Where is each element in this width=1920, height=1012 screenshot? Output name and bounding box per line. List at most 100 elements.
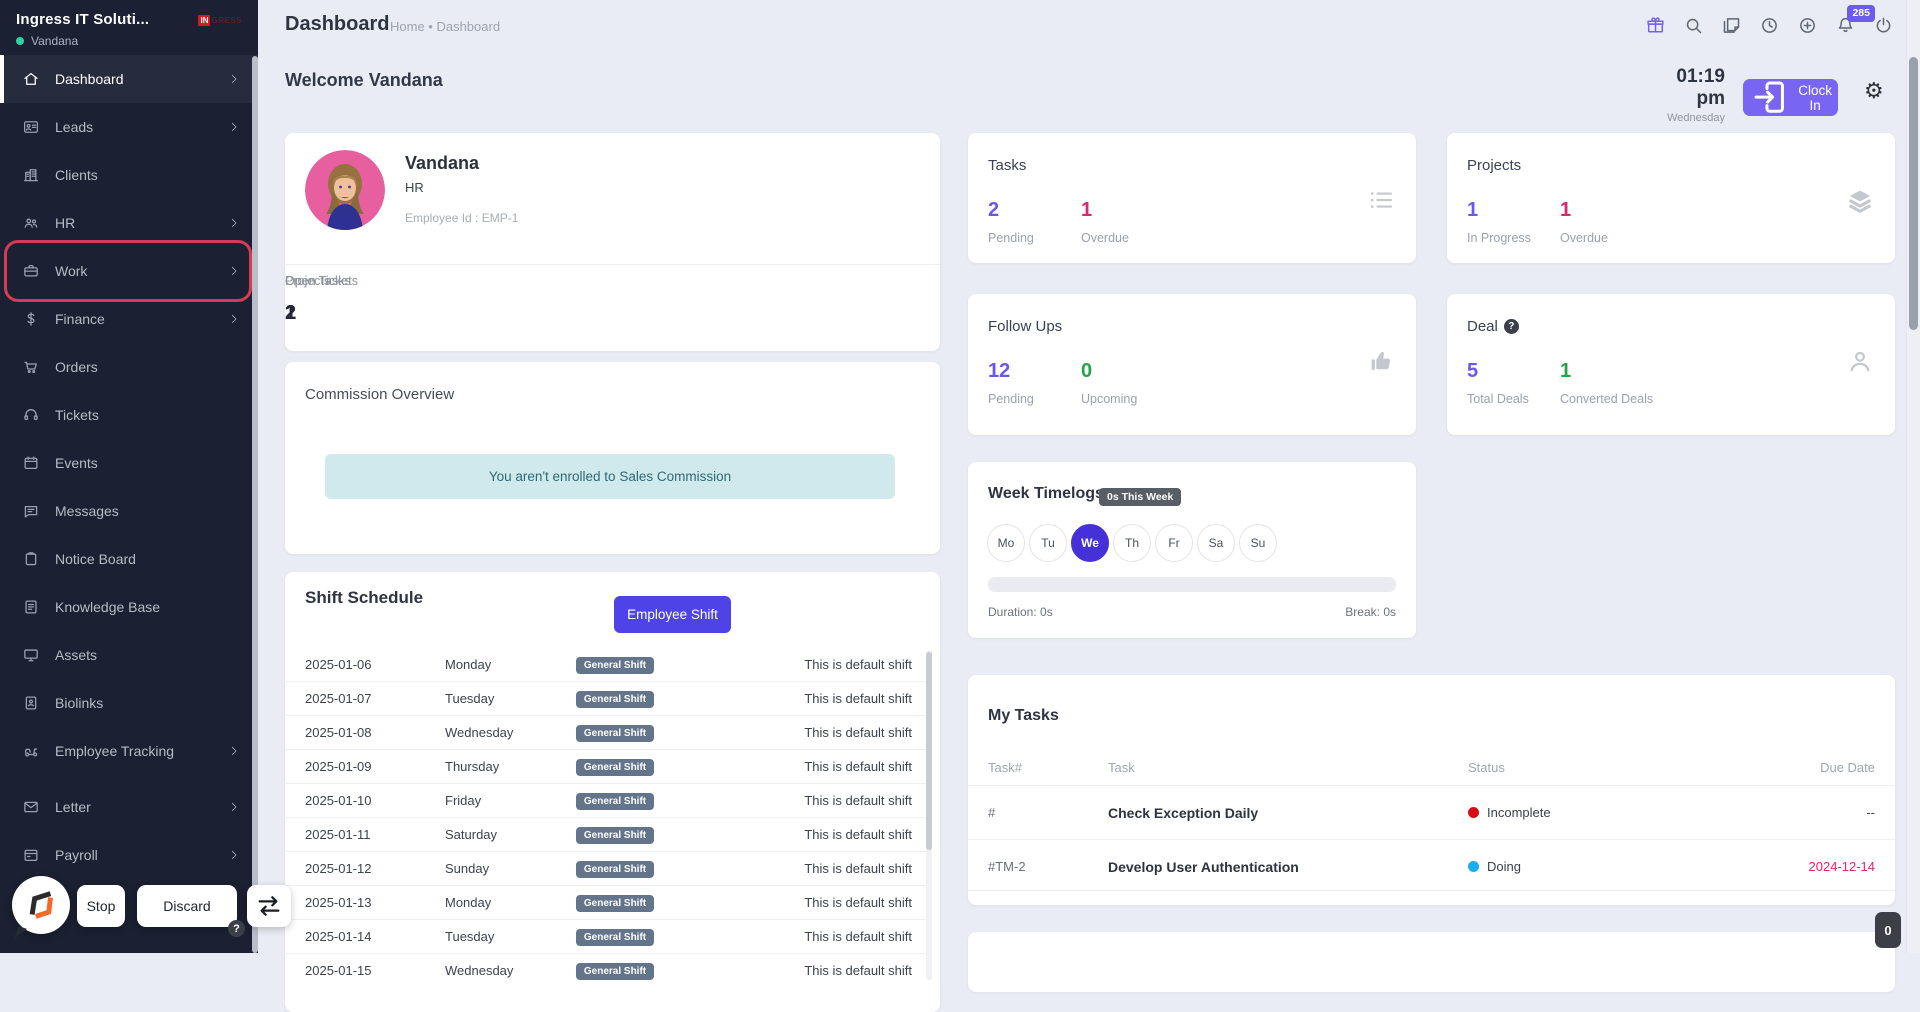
help-badge[interactable]: ? xyxy=(228,920,245,937)
sidebar-item[interactable]: Tickets xyxy=(0,391,258,439)
person-icon xyxy=(1845,346,1875,376)
deal-stat-card: Deal? 5 Total Deals 1 Converted Deals xyxy=(1447,294,1895,435)
stop-button[interactable]: Stop xyxy=(77,885,125,927)
profile-card: Vandana HR Employee Id : EMP-1 Open Task… xyxy=(285,133,940,351)
task-row[interactable]: # Check Exception Daily Incomplete -- xyxy=(968,785,1895,839)
week-timelogs-card: Week Timelogs 0s This Week Mo Tu We Th F… xyxy=(968,462,1416,638)
shift-badge: General Shift xyxy=(576,861,654,878)
power-icon[interactable] xyxy=(1873,15,1894,36)
counter-badge: 0 xyxy=(1875,912,1901,948)
shift-row: 2025-01-11 Saturday General Shift This i… xyxy=(285,817,926,851)
cursor-icon xyxy=(14,926,31,943)
sidebar-item[interactable]: Events xyxy=(0,439,258,487)
login-icon xyxy=(1749,76,1791,118)
shift-row: 2025-01-10 Friday General Shift This is … xyxy=(285,783,926,817)
recorder-overlay: Stop Discard ? xyxy=(0,868,320,953)
sidebar-item[interactable]: Dashboard xyxy=(0,55,258,103)
sidebar-item[interactable]: Employee Tracking xyxy=(0,727,258,775)
status-dot xyxy=(1468,807,1479,818)
dashboard-settings-gear-icon[interactable]: ⚙ xyxy=(1864,80,1884,102)
discard-button[interactable]: Discard xyxy=(137,885,237,927)
day-circle[interactable]: Sa xyxy=(1197,524,1235,562)
shift-badge: General Shift xyxy=(576,691,654,708)
day-circle[interactable]: Mo xyxy=(987,524,1025,562)
home-icon xyxy=(22,70,40,88)
sidebar-item[interactable]: Orders xyxy=(0,343,258,391)
payroll-icon xyxy=(22,846,40,864)
card-title: My Tasks xyxy=(988,707,1059,725)
page-title: Dashboard xyxy=(285,13,389,36)
dollar-icon xyxy=(22,310,40,328)
shift-row: 2025-01-14 Tuesday General Shift This is… xyxy=(285,919,926,953)
envelope-icon xyxy=(22,798,40,816)
logged-user: Vandana xyxy=(16,34,242,48)
sidebar: Ingress IT Soluti... Vandana INGRESS Das… xyxy=(0,0,258,953)
sidebar-item[interactable]: Leads xyxy=(0,103,258,151)
task-row[interactable]: #TM-2 Develop User Authentication Doing … xyxy=(968,839,1895,893)
shift-row: 2025-01-07 Tuesday General Shift This is… xyxy=(285,681,926,715)
contact-card-icon xyxy=(22,694,40,712)
shift-badge: General Shift xyxy=(576,657,654,674)
sidebar-item[interactable]: Messages xyxy=(0,487,258,535)
shift-table-scrollbar[interactable] xyxy=(926,650,932,980)
swap-button[interactable] xyxy=(247,885,291,927)
day-circle[interactable]: Th xyxy=(1113,524,1151,562)
card-title: Deal xyxy=(1467,318,1498,335)
shift-table: 2025-01-06 Monday General Shift This is … xyxy=(285,648,926,987)
sidebar-item[interactable]: Knowledge Base xyxy=(0,583,258,631)
shift-badge: General Shift xyxy=(576,793,654,810)
day-circle[interactable]: Tu xyxy=(1029,524,1067,562)
chevron-right-icon xyxy=(228,217,240,229)
shift-row: 2025-01-06 Monday General Shift This is … xyxy=(285,648,926,681)
layers-icon xyxy=(1845,185,1875,215)
shift-row: 2025-01-08 Wednesday General Shift This … xyxy=(285,715,926,749)
recorder-logo[interactable] xyxy=(12,876,70,934)
profile-designation: HR xyxy=(405,180,424,195)
shift-schedule-card: Shift Schedule Employee Shift 2025-01-06… xyxy=(285,572,940,1012)
divider xyxy=(968,890,1895,891)
scrollbar-thumb[interactable] xyxy=(1909,57,1918,330)
users-icon xyxy=(22,214,40,232)
sidebar-item[interactable]: Notice Board xyxy=(0,535,258,583)
plus-circle-icon[interactable] xyxy=(1797,15,1818,36)
followups-stat-card: Follow Ups? 12 Pending 0 Upcoming xyxy=(968,294,1416,435)
main-scrollbar[interactable] xyxy=(1906,0,1920,953)
shift-badge: General Shift xyxy=(576,895,654,912)
sidebar-item[interactable]: Clients xyxy=(0,151,258,199)
list-icon xyxy=(1366,185,1396,215)
sidebar-item[interactable]: Assets xyxy=(0,631,258,679)
chevron-right-icon xyxy=(228,745,240,757)
sidebar-item[interactable]: Letter xyxy=(0,783,258,831)
help-icon[interactable]: ? xyxy=(1504,319,1519,334)
day-circle[interactable]: Su xyxy=(1239,524,1277,562)
gift-icon[interactable] xyxy=(1645,15,1666,36)
scooter-icon xyxy=(22,742,40,760)
sidebar-item[interactable]: HR xyxy=(0,199,258,247)
sidebar-item[interactable]: Biolinks xyxy=(0,679,258,727)
id-card-icon xyxy=(22,118,40,136)
notes-icon[interactable] xyxy=(1721,15,1742,36)
clock-in-button[interactable]: Clock In xyxy=(1743,79,1838,116)
sidebar-menu: Dashboard Leads Clients HR xyxy=(0,55,258,879)
clipboard-icon xyxy=(22,550,40,568)
due-date: 2024-12-14 xyxy=(1765,859,1875,874)
status-label: Doing xyxy=(1487,859,1521,874)
duration-label: Duration: 0s xyxy=(988,605,1053,619)
day-circle[interactable]: Fr xyxy=(1155,524,1193,562)
sidebar-item[interactable]: Finance xyxy=(0,295,258,343)
history-clock-icon[interactable] xyxy=(1759,15,1780,36)
employee-id: Employee Id : EMP-1 xyxy=(405,211,518,225)
shift-badge: General Shift xyxy=(576,759,654,776)
shift-row: 2025-01-15 Wednesday General Shift This … xyxy=(285,953,926,987)
day-circle[interactable]: We xyxy=(1071,524,1109,562)
chevron-right-icon xyxy=(228,801,240,813)
sidebar-item[interactable]: Work xyxy=(0,247,258,295)
card-title: Commission Overview xyxy=(305,386,454,403)
sidebar-scrollbar[interactable] xyxy=(252,56,258,953)
employee-shift-button[interactable]: Employee Shift xyxy=(614,596,731,633)
profile-stat: Open Tickets 1 xyxy=(285,274,358,325)
thumbs-up-icon xyxy=(1366,346,1396,376)
chat-icon xyxy=(22,502,40,520)
timelog-total-badge: 0s This Week xyxy=(1099,488,1181,506)
search-icon[interactable] xyxy=(1683,15,1704,36)
